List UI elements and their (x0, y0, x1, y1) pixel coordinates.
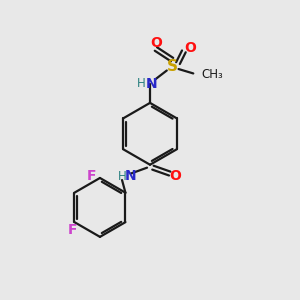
Text: O: O (169, 169, 181, 184)
Text: O: O (150, 35, 162, 50)
Text: S: S (167, 58, 178, 74)
Text: F: F (87, 169, 97, 184)
Text: H: H (118, 170, 126, 183)
Text: F: F (68, 224, 78, 237)
Text: N: N (146, 77, 157, 91)
Text: O: O (184, 41, 196, 56)
Text: H: H (137, 77, 146, 90)
Text: N: N (125, 169, 137, 184)
Text: CH₃: CH₃ (202, 68, 223, 81)
